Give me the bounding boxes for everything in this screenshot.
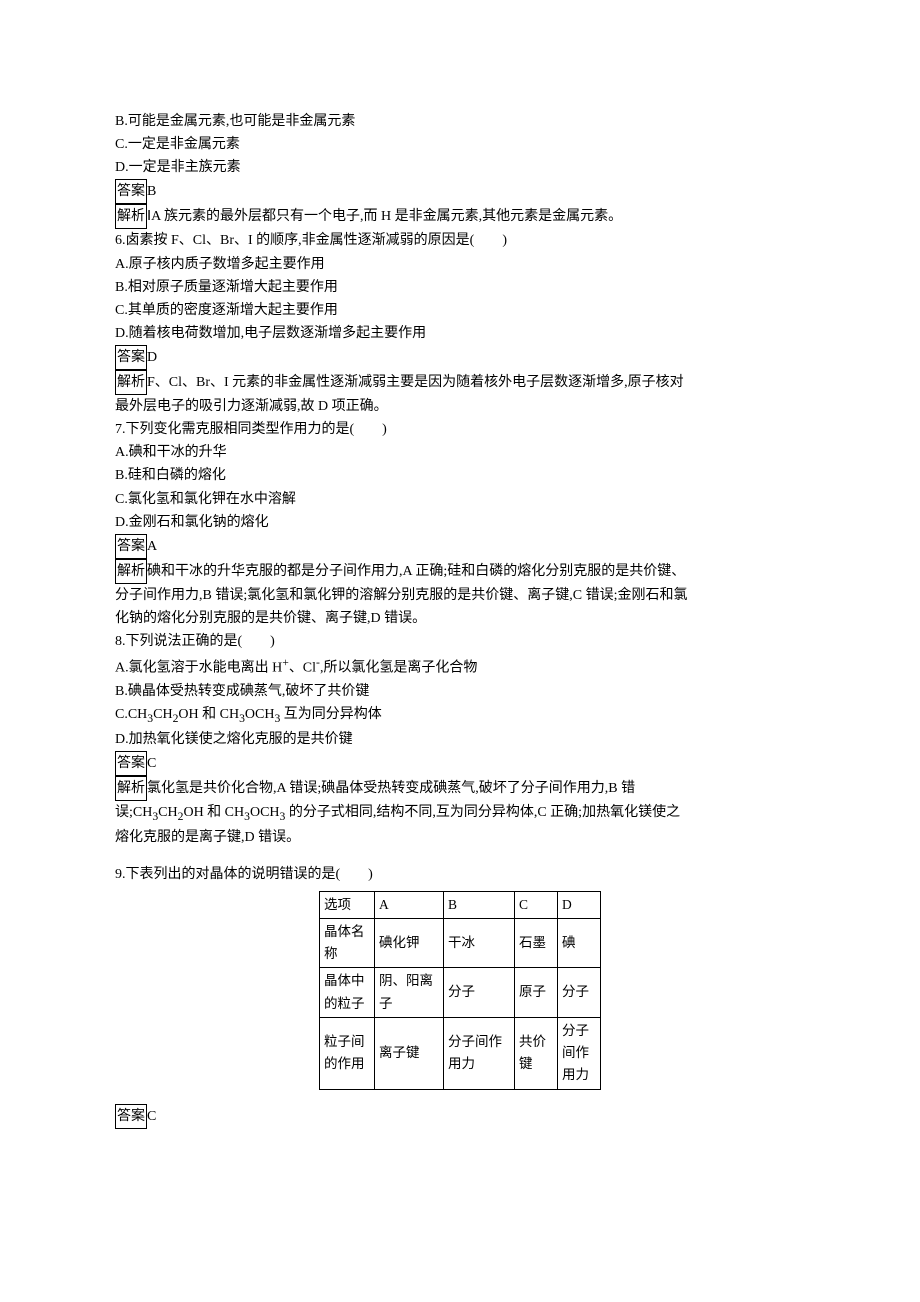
q8-exp-t2: CH xyxy=(158,805,177,820)
cell-b-name: 干冰 xyxy=(444,918,515,968)
answer-label: 答案 xyxy=(115,751,147,776)
answer-label: 答案 xyxy=(115,179,147,204)
q8c-text-3: OH 和 CH xyxy=(178,707,239,722)
q9-answer-value: C xyxy=(147,1109,156,1124)
explain-label: 解析 xyxy=(115,204,147,229)
q8-option-c: C.CH3CH2OH 和 CH3OCH3 互为同分异构体 xyxy=(115,703,805,728)
cell-d-particles: 分子 xyxy=(558,968,601,1018)
q8a-text-2: 、Cl xyxy=(289,661,316,676)
table-row: 晶体名称 碘化钾 干冰 石墨 碘 xyxy=(320,918,601,968)
q5-explain-text: ⅠA 族元素的最外层都只有一个电子,而 H 是非金属元素,其他元素是金属元素。 xyxy=(147,209,622,224)
table-header-b: B xyxy=(444,891,515,918)
q7-explain-line-2: 分子间作用力,B 错误;氯化氢和氯化钾的溶解分别克服的是共价键、离子键,C 错误… xyxy=(115,584,805,607)
q7-option-c: C.氯化氢和氯化钾在水中溶解 xyxy=(115,488,805,511)
q9-stem: 9.下表列出的对晶体的说明错误的是( ) xyxy=(115,863,805,886)
table-row: 选项 A B C D xyxy=(320,891,601,918)
q8-stem: 8.下列说法正确的是( ) xyxy=(115,630,805,653)
q8-option-b: B.碘晶体受热转变成碘蒸气,破坏了共价键 xyxy=(115,680,805,703)
q8a-text-3: ,所以氯化氢是离子化合物 xyxy=(320,661,478,676)
q7-option-b: B.硅和白磷的熔化 xyxy=(115,464,805,487)
table-row: 粒子间的作用 离子键 分子间作用力 共价键 分子间作用力 xyxy=(320,1017,601,1089)
cell-b-particles: 分子 xyxy=(444,968,515,1018)
q7-option-d: D.金刚石和氯化钠的熔化 xyxy=(115,511,805,534)
table-header-a: A xyxy=(375,891,444,918)
q8-answer-line: 答案C xyxy=(115,751,805,776)
cell-a-name: 碘化钾 xyxy=(375,918,444,968)
q7-explain-line-3: 化钠的熔化分别克服的是共价键、离子键,D 错误。 xyxy=(115,607,805,630)
answer-label: 答案 xyxy=(115,534,147,559)
q8a-text-1: A.氯化氢溶于水能电离出 H xyxy=(115,661,282,676)
table-header-d: D xyxy=(558,891,601,918)
explain-label: 解析 xyxy=(115,370,147,395)
q8-exp-t3: OH 和 CH xyxy=(183,805,244,820)
answer-label: 答案 xyxy=(115,1104,147,1129)
q8-option-d: D.加热氧化镁使之熔化克服的是共价键 xyxy=(115,728,805,751)
cell-d-name: 碘 xyxy=(558,918,601,968)
q5-answer-line: 答案B xyxy=(115,179,805,204)
row-label-crystal-name: 晶体名称 xyxy=(320,918,375,968)
q8-exp-t1: 误;CH xyxy=(115,805,152,820)
q6-option-a: A.原子核内质子数增多起主要作用 xyxy=(115,253,805,276)
q5-option-c: C.一定是非金属元素 xyxy=(115,133,805,156)
q6-explain-text-1: F、Cl、Br、I 元素的非金属性逐渐减弱主要是因为随着核外电子层数逐渐增多,原… xyxy=(147,375,684,390)
q8-exp-t4: OCH xyxy=(250,805,280,820)
q8-explain-line-3: 熔化克服的是离子键,D 错误。 xyxy=(115,826,805,849)
crystal-table: 选项 A B C D 晶体名称 碘化钾 干冰 石墨 碘 晶体中的粒子 阴、阳离子… xyxy=(319,891,601,1090)
q7-explain-line-1: 解析碘和干冰的升华克服的都是分子间作用力,A 正确;硅和白磷的熔化分别克服的是共… xyxy=(115,559,805,584)
q7-answer-value: A xyxy=(147,539,157,554)
q8-option-a: A.氯化氢溶于水能电离出 H+、Cl-,所以氯化氢是离子化合物 xyxy=(115,653,805,680)
table-row: 晶体中的粒子 阴、阳离子 分子 原子 分子 xyxy=(320,968,601,1018)
q6-explain-line-1: 解析F、Cl、Br、I 元素的非金属性逐渐减弱主要是因为随着核外电子层数逐渐增多… xyxy=(115,370,805,395)
q6-option-b: B.相对原子质量逐渐增大起主要作用 xyxy=(115,276,805,299)
q8c-text-5: 互为同分异构体 xyxy=(280,707,382,722)
explain-label: 解析 xyxy=(115,559,147,584)
q8-explain-line-2: 误;CH3CH2OH 和 CH3OCH3 的分子式相同,结构不同,互为同分异构体… xyxy=(115,801,805,826)
answer-label: 答案 xyxy=(115,345,147,370)
cell-c-particles: 原子 xyxy=(515,968,558,1018)
q9-answer-line: 答案C xyxy=(115,1104,805,1129)
cell-c-name: 石墨 xyxy=(515,918,558,968)
cell-b-interaction: 分子间作用力 xyxy=(444,1017,515,1089)
q8-explain-line-1: 解析氯化氢是共价化合物,A 错误;碘晶体受热转变成碘蒸气,破坏了分子间作用力,B… xyxy=(115,776,805,801)
q8-answer-value: C xyxy=(147,756,156,771)
q7-stem: 7.下列变化需克服相同类型作用力的是( ) xyxy=(115,418,805,441)
q7-answer-line: 答案A xyxy=(115,534,805,559)
q8-exp-t5: 的分子式相同,结构不同,互为同分异构体,C 正确;加热氧化镁使之 xyxy=(285,805,680,820)
q6-answer-value: D xyxy=(147,350,157,365)
q5-option-b: B.可能是金属元素,也可能是非金属元素 xyxy=(115,110,805,133)
superscript-plus: + xyxy=(282,656,289,669)
q6-option-d: D.随着核电荷数增加,电子层数逐渐增多起主要作用 xyxy=(115,322,805,345)
row-label-particles: 晶体中的粒子 xyxy=(320,968,375,1018)
q6-stem: 6.卤素按 F、Cl、Br、I 的顺序,非金属性逐渐减弱的原因是( ) xyxy=(115,229,805,252)
q5-option-d: D.一定是非主族元素 xyxy=(115,156,805,179)
cell-d-interaction: 分子间作用力 xyxy=(558,1017,601,1089)
q6-option-c: C.其单质的密度逐渐增大起主要作用 xyxy=(115,299,805,322)
q7-option-a: A.碘和干冰的升华 xyxy=(115,441,805,464)
q8c-text-1: C.CH xyxy=(115,707,147,722)
cell-a-particles: 阴、阳离子 xyxy=(375,968,444,1018)
table-header-option: 选项 xyxy=(320,891,375,918)
q6-answer-line: 答案D xyxy=(115,345,805,370)
q7-explain-text-1: 碘和干冰的升华克服的都是分子间作用力,A 正确;硅和白磷的熔化分别克服的是共价键… xyxy=(147,564,685,579)
q5-explain-line: 解析ⅠA 族元素的最外层都只有一个电子,而 H 是非金属元素,其他元素是金属元素… xyxy=(115,204,805,229)
q8c-text-4: OCH xyxy=(245,707,275,722)
q5-answer-value: B xyxy=(147,184,156,199)
explain-label: 解析 xyxy=(115,776,147,801)
row-label-interaction: 粒子间的作用 xyxy=(320,1017,375,1089)
cell-c-interaction: 共价键 xyxy=(515,1017,558,1089)
q8c-text-2: CH xyxy=(153,707,172,722)
cell-a-interaction: 离子键 xyxy=(375,1017,444,1089)
q9-stem-text: 9.下表列出的对晶体的说明错误的是( ) xyxy=(115,867,373,882)
table-header-c: C xyxy=(515,891,558,918)
q8-explain-text-1: 氯化氢是共价化合物,A 错误;碘晶体受热转变成碘蒸气,破坏了分子间作用力,B 错 xyxy=(147,781,635,796)
q6-explain-line-2: 最外层电子的吸引力逐渐减弱,故 D 项正确。 xyxy=(115,395,805,418)
